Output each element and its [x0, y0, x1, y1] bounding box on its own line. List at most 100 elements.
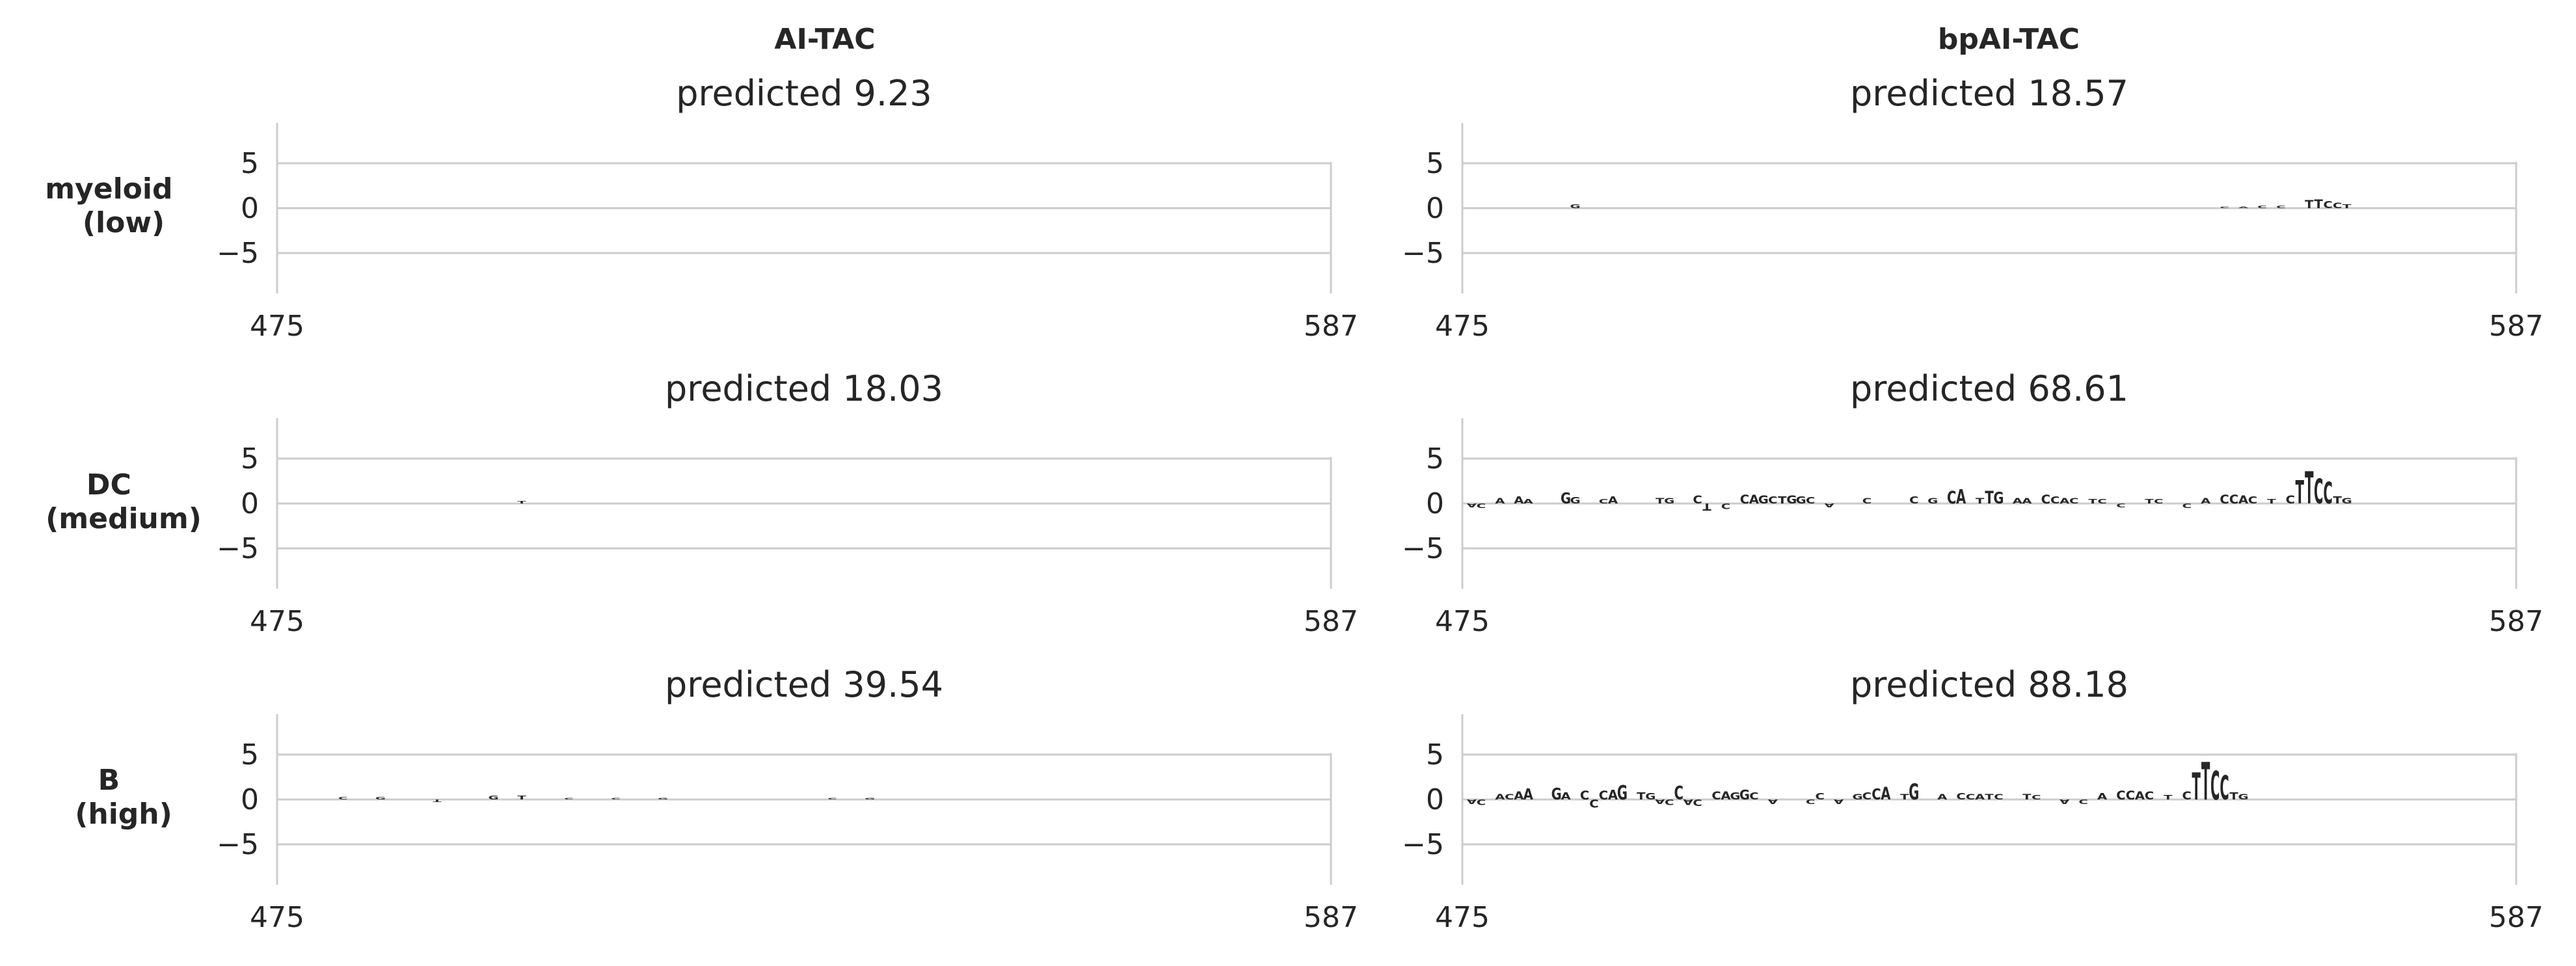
logo-letter-a: A	[1467, 798, 1477, 805]
logo-letter-g: G	[1739, 786, 1750, 803]
row-label-line: (high)	[75, 798, 172, 831]
logo-letter-c: C	[1721, 502, 1730, 510]
y-tick-label: 0	[1426, 783, 1444, 816]
logo-letter-t: T	[2296, 474, 2305, 511]
logo-letter-c: C	[2182, 790, 2192, 802]
logo-letter-t: T	[2192, 766, 2201, 809]
x-tick-label: 587	[1304, 605, 1358, 638]
logo-letter-a: A	[1881, 784, 1890, 804]
logo-letter-t: T	[2164, 794, 2173, 801]
y-tick-label: −5	[217, 828, 259, 861]
logo-letter-c: C	[2314, 472, 2323, 512]
logo-letter-a: A	[2059, 798, 2069, 805]
logo-letter-t: T	[1778, 495, 1786, 506]
logo-letter-a: A	[1495, 792, 1505, 801]
logo-letter-a: A	[1561, 791, 1572, 802]
logo-letter-c: C	[1740, 492, 1749, 507]
logo-letter-c: C	[1909, 495, 1918, 506]
logo-letter-g: G	[1852, 792, 1862, 801]
logo-letter-t: T	[2145, 498, 2154, 505]
row-label-line: (medium)	[46, 502, 202, 535]
logo-letter-c: C	[2324, 200, 2333, 211]
logo-letter-a: A	[1721, 790, 1731, 802]
logo-letter-c: C	[1966, 792, 1975, 801]
logo-letter-c: C	[1693, 494, 1702, 506]
y-tick-label: 0	[241, 192, 259, 225]
panel-title: predicted 88.18	[1850, 664, 2128, 705]
logo-letter-c: C	[2041, 492, 2050, 507]
row-label-line: DC	[87, 468, 131, 502]
logo-letter-c: C	[1505, 792, 1514, 801]
logo-letter-c: C	[2032, 794, 2041, 801]
row-label-line: myeloid	[45, 172, 172, 206]
logo-letter-c: C	[1862, 791, 1872, 802]
logo-letter-t: T	[2022, 792, 2031, 801]
logo-letter-a: A	[2238, 494, 2249, 506]
logo-letter-c: C	[2333, 201, 2342, 209]
column-title-bpai-tac: bpAI-TAC	[1938, 23, 2080, 56]
logo-letter-c: C	[2116, 788, 2125, 803]
row-label-dc: DC (medium)	[46, 468, 202, 535]
logo-letter-a: A	[1655, 798, 1665, 805]
logo-letter-c: C	[2220, 770, 2229, 808]
logo-letter-c: C	[2220, 206, 2229, 209]
logo-letter-c: C	[1477, 798, 1486, 806]
x-tick-label: 475	[250, 310, 304, 343]
panel-title: predicted 18.57	[1850, 73, 2128, 114]
logo-letter-c: C	[2116, 502, 2125, 508]
logo-letter-g: G	[375, 796, 386, 800]
y-tick-label: 5	[241, 147, 259, 180]
logo-letter-c: C	[2126, 788, 2135, 803]
logo-letter-g: G	[1927, 496, 1938, 505]
y-tick-label: 5	[1426, 147, 1444, 180]
logo-letter-g: G	[2238, 792, 2248, 801]
panel-ai-tac-1: predicted 9.23 5 0 −5 475 587	[217, 73, 1358, 343]
y-tick-label: −5	[1402, 828, 1444, 861]
logo-letter-c: C	[1674, 782, 1683, 804]
y-tick-label: −5	[217, 237, 259, 270]
logo-letter-c: C	[2182, 502, 2192, 509]
y-tick-label: 0	[241, 783, 259, 816]
logo-letter-g: G	[1551, 785, 1562, 804]
logo-letter-a: A	[2201, 496, 2211, 505]
y-tick-label: 5	[241, 442, 259, 476]
x-tick-label: 475	[1435, 310, 1490, 343]
logo-letter-g: G	[1561, 490, 1571, 508]
logo-letter-a: A	[1514, 495, 1524, 506]
logo-letter-a: A	[2238, 206, 2248, 209]
y-tick-label: 5	[241, 738, 259, 771]
logo-letter-a: A	[1768, 798, 1778, 805]
logo-letter-g: G	[489, 795, 499, 801]
panel-title: predicted 39.54	[665, 664, 943, 705]
logo-letter-c: C	[1872, 786, 1881, 804]
x-tick-label: 475	[250, 605, 304, 638]
row-label-line: (low)	[83, 206, 165, 239]
logo-letter-c: C	[1599, 788, 1608, 803]
logo-letter-a: A	[1937, 792, 1948, 801]
logo-letter-c: C	[2276, 205, 2285, 209]
logo-letter-c: C	[1806, 495, 1815, 505]
logo-letter-a: A	[1834, 798, 1844, 805]
row-label-myeloid: myeloid (low)	[45, 172, 183, 239]
logo-letter-t: T	[1702, 501, 1711, 512]
logo-letter-g: G	[1570, 495, 1581, 505]
x-tick-label: 475	[1435, 605, 1490, 638]
logo-letter-a: A	[1514, 790, 1524, 802]
x-tick-label: 587	[2489, 310, 2543, 343]
logo-letter-a: A	[2135, 790, 2145, 802]
logo-letter-t: T	[2267, 498, 2276, 505]
logo-letter-a: A	[1608, 495, 1618, 506]
logo-letter-c: C	[2210, 763, 2220, 809]
logo-letter-a: A	[1467, 502, 1477, 508]
logo-letter-c: C	[2078, 798, 2087, 805]
logo-letter-t: T	[2314, 196, 2324, 211]
logo-letter-g: G	[1645, 791, 1656, 801]
logo-letter-c: C	[1589, 796, 1598, 809]
panel-title: predicted 18.03	[665, 368, 943, 409]
logo-letter-c: C	[1749, 791, 1758, 802]
logo-letter-t: T	[2305, 463, 2313, 514]
logo-letter-c: C	[338, 796, 347, 800]
